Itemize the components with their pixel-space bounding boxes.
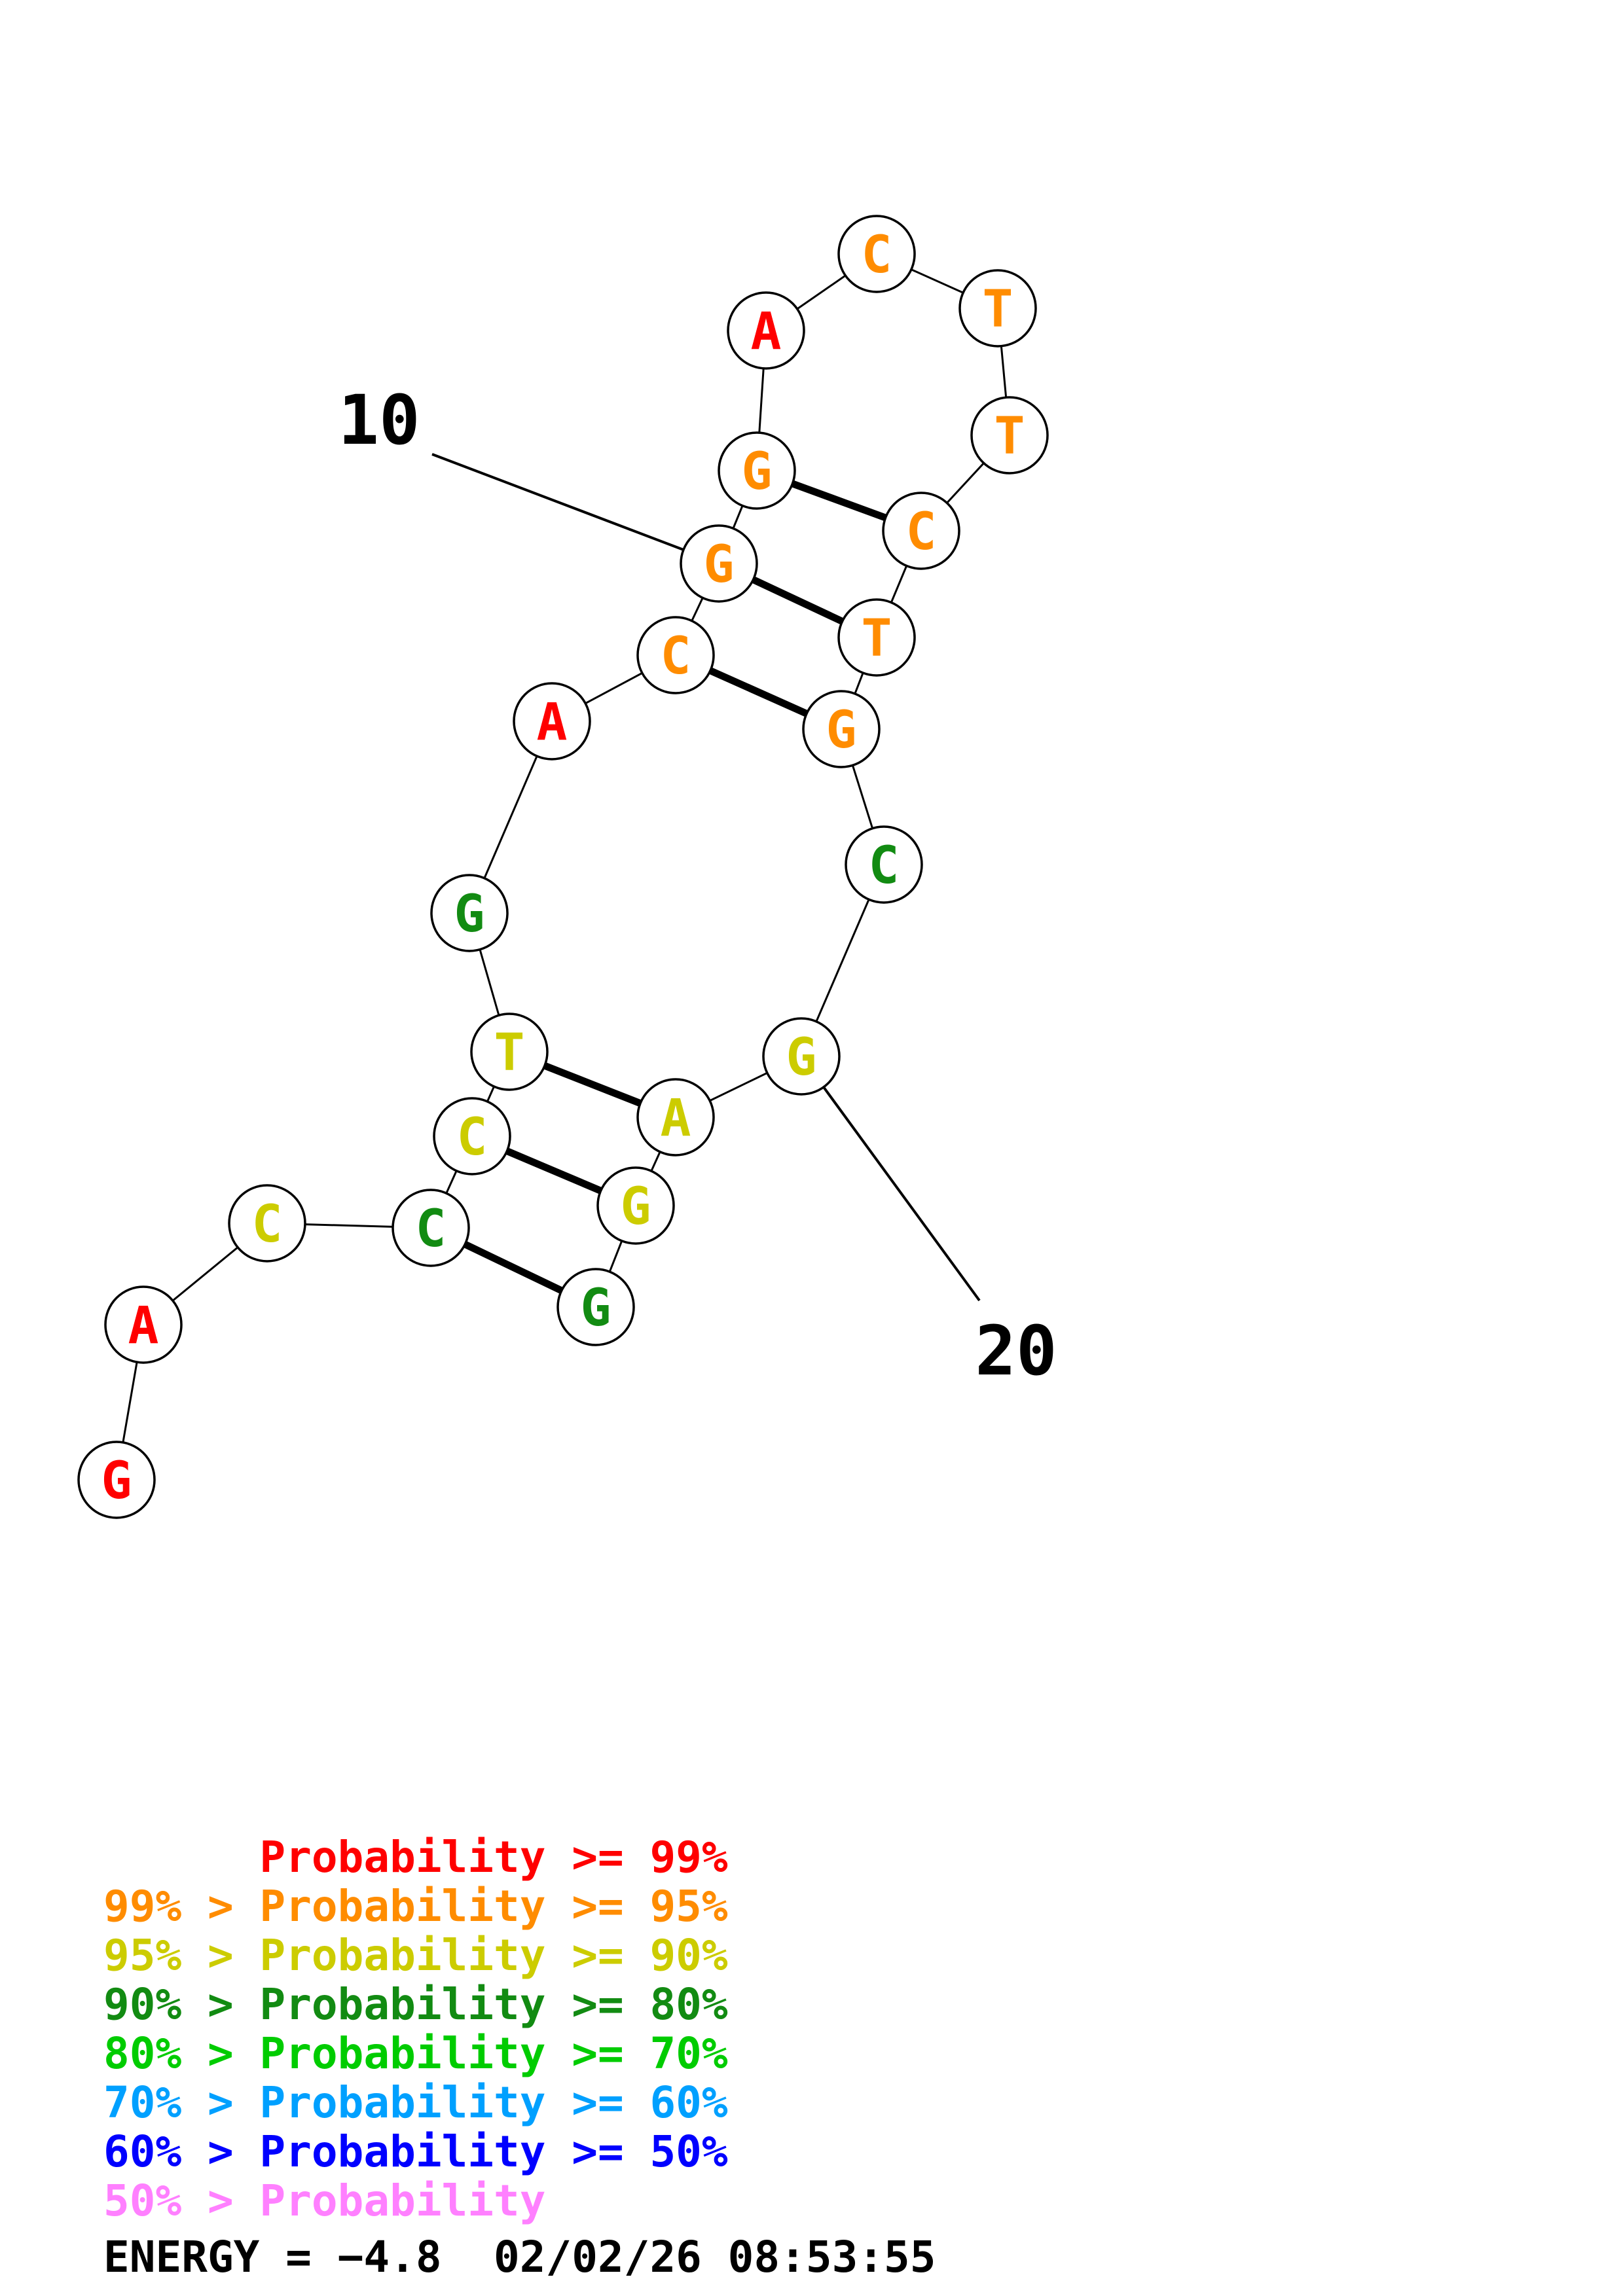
nucleotide-letter: T	[983, 280, 1013, 339]
legend-item: 95% > Probability >= 90%	[103, 1930, 728, 1981]
legend-item: 50% > Probability	[103, 2176, 546, 2226]
nucleotide-letter: C	[869, 836, 900, 895]
nucleotide-node	[470, 1013, 549, 1091]
nucleotide-node	[228, 1184, 306, 1263]
nucleotide-node	[802, 690, 881, 768]
nucleotide-node	[970, 396, 1049, 475]
nucleotide-node	[433, 1097, 511, 1175]
nucleotide-letter: A	[537, 693, 568, 752]
position-label: 10	[338, 380, 420, 460]
nucleotide-letter: C	[252, 1195, 283, 1254]
nucleotide-node	[77, 1441, 156, 1519]
label-leader-line	[822, 1086, 981, 1302]
nucleotide-letter: C	[906, 503, 937, 562]
nucleotide-node	[837, 598, 916, 677]
nucleotide-letter: T	[494, 1024, 525, 1083]
nucleotide-node	[958, 269, 1037, 348]
nucleotide-node	[513, 682, 591, 761]
nucleotide-letter: G	[454, 885, 485, 944]
probability-legend: Probability >= 99% 99% > Probability >= 9…	[103, 1833, 728, 2225]
nucleotide-node	[837, 215, 916, 293]
nucleotide-letter: G	[826, 701, 857, 760]
nucleotide-letter: C	[661, 627, 691, 686]
nucleotide-letter: T	[994, 407, 1025, 466]
label-leader-line	[431, 453, 684, 551]
nucleotide-letter: G	[786, 1028, 817, 1087]
nucleotide-letter: A	[128, 1297, 159, 1355]
nucleotide-node	[392, 1189, 470, 1267]
nucleotide-letter: A	[661, 1089, 691, 1148]
nucleotide-node	[882, 492, 960, 570]
nucleotide-node	[680, 524, 758, 603]
nucleotide-node	[104, 1285, 183, 1364]
nucleotide-node	[636, 616, 715, 694]
nucleotide-node	[596, 1166, 675, 1245]
nucleotide-node	[762, 1017, 841, 1096]
nucleotide-node	[556, 1268, 635, 1346]
legend-item: 80% > Probability >= 70%	[103, 2028, 728, 2079]
position-label: 20	[975, 1311, 1057, 1391]
nucleotide-node	[727, 291, 805, 370]
nucleotide-letter: C	[862, 226, 892, 285]
legend-item: Probability >= 99%	[103, 1832, 728, 1882]
nucleotide-node	[636, 1078, 715, 1157]
nucleotide-letter: C	[416, 1200, 447, 1259]
nucleotide-letter: G	[621, 1177, 651, 1236]
nucleotide-letter: G	[704, 535, 735, 594]
nucleotide-letter: G	[742, 442, 773, 501]
nucleotide-letter: C	[457, 1108, 488, 1167]
nucleotide-node	[430, 874, 509, 952]
energy-line: ENERGY = −4.8 02/02/26 08:53:55	[103, 2232, 936, 2282]
nucleotide-node	[845, 825, 923, 904]
nucleotide-letter: T	[862, 609, 892, 668]
nucleotide-letter: A	[751, 302, 782, 361]
nucleotide-letter: G	[101, 1452, 132, 1511]
nucleotide-node	[718, 431, 796, 510]
legend-item: 60% > Probability >= 50%	[103, 2126, 728, 2177]
legend-item: 99% > Probability >= 95%	[103, 1881, 728, 1931]
legend-item: 70% > Probability >= 60%	[103, 2077, 728, 2128]
legend-item: 90% > Probability >= 80%	[103, 1979, 728, 2030]
nucleotide-letter: G	[581, 1279, 611, 1338]
